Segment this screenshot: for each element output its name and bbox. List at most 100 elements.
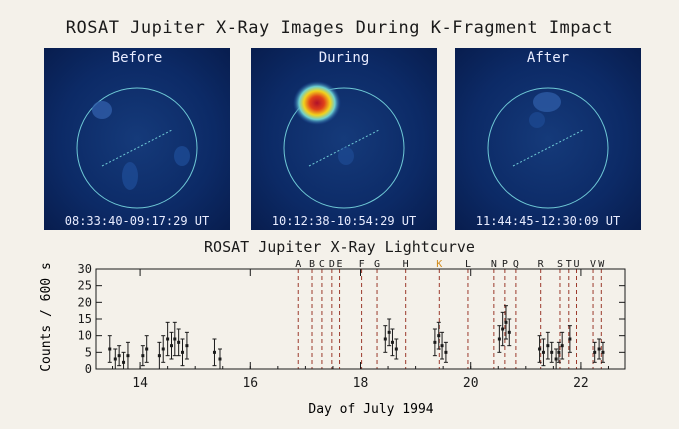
data-point bbox=[141, 354, 145, 358]
xray-glow bbox=[174, 146, 190, 166]
lightcurve-title: ROSAT Jupiter X-Ray Lightcurve bbox=[204, 238, 475, 256]
jupiter-image-before bbox=[76, 87, 198, 209]
panel-time: 11:44:45-12:30:09 UT bbox=[475, 214, 621, 228]
data-point bbox=[157, 354, 161, 358]
data-point bbox=[554, 357, 558, 361]
data-point bbox=[177, 340, 181, 344]
data-point bbox=[173, 337, 177, 341]
data-point bbox=[601, 350, 605, 354]
data-points bbox=[107, 305, 605, 370]
data-point bbox=[117, 354, 121, 358]
impact-hotspot bbox=[293, 81, 341, 125]
data-point bbox=[437, 334, 441, 338]
impact-label: L bbox=[465, 259, 471, 270]
data-point bbox=[390, 340, 394, 344]
panel-after: After 11:44:45-12:30:09 UT bbox=[455, 48, 641, 230]
data-point bbox=[593, 350, 597, 354]
impact-label: N bbox=[491, 259, 497, 270]
xray-glow bbox=[529, 112, 545, 128]
data-point bbox=[145, 347, 149, 351]
data-point bbox=[394, 347, 398, 351]
y-tick-label: 25 bbox=[78, 279, 92, 293]
impact-label: S bbox=[557, 259, 563, 270]
panel-time: 10:12:38-10:54:29 UT bbox=[271, 214, 417, 228]
panel-label: After bbox=[526, 50, 570, 66]
y-tick-label: 20 bbox=[78, 295, 92, 309]
y-tick-label: 15 bbox=[78, 312, 92, 326]
impact-label: E bbox=[337, 259, 343, 270]
impact-label: G bbox=[374, 259, 380, 270]
data-point bbox=[504, 320, 508, 324]
impact-label: A bbox=[295, 259, 301, 270]
impact-label: R bbox=[538, 259, 545, 270]
data-point bbox=[560, 344, 564, 348]
impact-label: V bbox=[590, 259, 596, 270]
impact-label: K bbox=[436, 259, 442, 270]
plot-frame bbox=[95, 268, 626, 370]
x-tick-label: 16 bbox=[242, 376, 258, 391]
y-axis-label: Counts / 600 s bbox=[39, 262, 54, 372]
data-point bbox=[546, 344, 550, 348]
impact-label: P bbox=[502, 259, 508, 270]
panel-label: During bbox=[318, 50, 370, 66]
xray-glow bbox=[92, 101, 112, 119]
impact-label: Q bbox=[513, 259, 519, 270]
data-point bbox=[568, 337, 572, 341]
data-point bbox=[212, 350, 216, 354]
x-tick-label: 18 bbox=[353, 376, 369, 391]
y-tick-label: 5 bbox=[85, 345, 92, 359]
y-tick-label: 0 bbox=[85, 362, 92, 376]
data-point bbox=[557, 350, 561, 354]
jupiter-limb bbox=[76, 87, 198, 209]
data-point bbox=[507, 330, 511, 334]
impact-label: D bbox=[329, 259, 335, 270]
xray-glow bbox=[122, 162, 138, 190]
x-tick-label: 22 bbox=[573, 376, 589, 391]
impact-label: T bbox=[566, 259, 572, 270]
impact-label: W bbox=[598, 259, 605, 270]
data-point bbox=[181, 350, 185, 354]
data-point bbox=[108, 347, 112, 351]
data-point bbox=[218, 357, 222, 361]
data-point bbox=[185, 344, 189, 348]
jupiter-limb bbox=[283, 87, 405, 209]
axes: 0 5 10 15 20 25 30 14 16 18 20 22 bbox=[78, 262, 626, 391]
data-point bbox=[166, 337, 170, 341]
jupiter-image-after bbox=[487, 87, 609, 209]
panel-time: 08:33:40-09:17:29 UT bbox=[64, 214, 210, 228]
y-tick-label: 10 bbox=[78, 329, 92, 343]
jupiter-image-during bbox=[283, 81, 405, 209]
data-point bbox=[169, 344, 173, 348]
x-axis-label: Day of July 1994 bbox=[308, 402, 433, 417]
data-point bbox=[444, 350, 448, 354]
data-point bbox=[122, 360, 126, 364]
equator-line bbox=[308, 129, 380, 167]
impact-label: C bbox=[319, 259, 325, 270]
data-point bbox=[440, 344, 444, 348]
data-point bbox=[597, 347, 601, 351]
data-point bbox=[113, 357, 117, 361]
data-point bbox=[541, 350, 545, 354]
jupiter-limb bbox=[487, 87, 609, 209]
data-point bbox=[501, 327, 505, 331]
data-point bbox=[497, 337, 501, 341]
impact-label: B bbox=[309, 259, 315, 270]
panel-before: Before 08:33:40-09:17:29 UT bbox=[44, 48, 230, 230]
x-tick-label: 20 bbox=[463, 376, 479, 391]
data-point bbox=[538, 347, 542, 351]
panel-during: During 10:12:38-10:54:29 UT bbox=[251, 48, 437, 230]
figure-title: ROSAT Jupiter X-Ray Images During K-Frag… bbox=[65, 18, 614, 38]
xray-glow bbox=[338, 147, 354, 165]
data-point bbox=[383, 337, 387, 341]
x-tick-label: 14 bbox=[132, 376, 148, 391]
y-tick-label: 30 bbox=[78, 262, 92, 276]
data-point bbox=[550, 350, 554, 354]
data-point bbox=[126, 354, 130, 358]
impact-label: H bbox=[403, 259, 409, 270]
impact-label: U bbox=[573, 259, 579, 270]
data-point bbox=[433, 340, 437, 344]
impact-label: F bbox=[359, 259, 365, 270]
xray-glow bbox=[533, 92, 561, 112]
